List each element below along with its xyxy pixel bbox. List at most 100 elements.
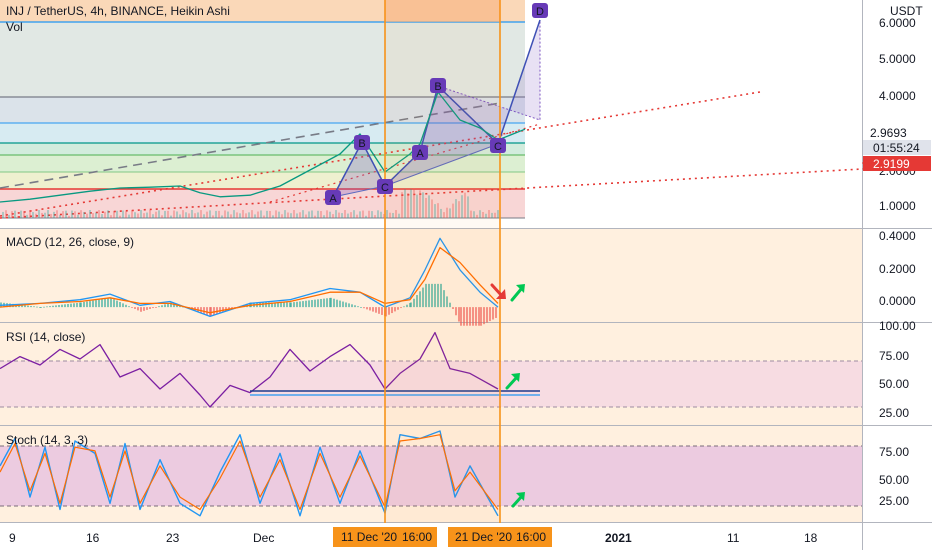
macd-hist-bar [164, 304, 166, 308]
macd-hist-bar [265, 302, 267, 308]
macd-tick: 0.4000 [879, 229, 916, 243]
macd-hist-bar [122, 303, 124, 308]
volume-bar [95, 212, 97, 218]
volume-bar [329, 211, 331, 218]
volume-bar [59, 215, 61, 218]
price-series[interactable] [0, 91, 526, 203]
macd-hist-bar [210, 307, 212, 317]
macd-hist-bar [40, 307, 42, 308]
volume-bar [464, 192, 466, 218]
stoch-title[interactable]: Stoch (14, 3, 3) [6, 433, 88, 447]
pattern-label-a[interactable]: A [325, 190, 341, 205]
rsi-title[interactable]: RSI (14, close) [6, 330, 85, 344]
price-axis[interactable]: USDT 6.0000 5.0000 4.0000 2.0000 1.0000 … [862, 4, 931, 213]
time-axis[interactable]: 9 16 23 Dec 2021 11 18 11 Dec '20 16:00 … [0, 523, 862, 550]
volume-bar [332, 214, 334, 218]
volume-bar [281, 214, 283, 218]
volume-bar [62, 211, 64, 218]
volume-bar [371, 211, 373, 218]
macd-hist-bar [466, 307, 468, 326]
price-line[interactable] [0, 91, 526, 203]
trendline-red-dotted[interactable] [0, 91, 761, 217]
macd-hist-bar [302, 301, 304, 308]
time-highlight-label-1[interactable] [333, 527, 437, 547]
volume-bar [2, 211, 4, 218]
macd-hist-bar [480, 307, 482, 326]
macd-hist-bar [293, 302, 295, 308]
macd-axis[interactable]: 0.4000 0.2000 0.0000 [879, 229, 916, 308]
trendline-red-dotted[interactable] [269, 123, 541, 203]
pattern-label-text: B [358, 138, 365, 150]
macd-hist-bar [286, 302, 288, 308]
pattern-label-d[interactable]: D [532, 3, 548, 18]
macd-hist-bar [403, 306, 405, 308]
macd-hist-bar [363, 307, 365, 309]
stoch-tick: 25.00 [879, 494, 909, 508]
volume-bar [20, 210, 22, 218]
macd-line[interactable] [0, 237, 499, 318]
macd-hist-bar [354, 305, 356, 308]
rsi-line[interactable] [0, 331, 499, 408]
rsi-series[interactable] [0, 331, 499, 408]
volume-bar [401, 192, 403, 218]
macd-hist-bar [458, 307, 460, 322]
volume-bar [152, 214, 154, 218]
volume-bar [422, 192, 424, 218]
time-highlight-time: 16:00 [516, 530, 546, 544]
pattern-label-b[interactable]: B [430, 78, 446, 93]
stoch-axis[interactable]: 75.00 50.00 25.00 [879, 445, 909, 508]
volume-bar [470, 210, 472, 218]
volume-bar [386, 210, 388, 218]
volume-title[interactable]: Vol [6, 20, 23, 34]
macd-signal-line[interactable] [0, 246, 499, 314]
arrow-icon-green-up[interactable] [505, 373, 520, 390]
volume-bar [11, 211, 13, 218]
stoch-d-line[interactable] [0, 434, 499, 511]
rsi-axis[interactable]: 100.00 75.00 50.00 25.00 [879, 319, 916, 420]
macd-hist-bar [277, 302, 279, 308]
macd-hist-bar [381, 307, 383, 315]
time-tick: Dec [253, 531, 274, 545]
rsi-tick: 25.00 [879, 406, 909, 420]
volume-bar [77, 214, 79, 218]
pattern-label-c[interactable]: C [377, 179, 393, 194]
pattern-point-labels[interactable]: A B C A B C D [325, 3, 548, 205]
volume-bar [299, 212, 301, 218]
pattern-label-a[interactable]: A [412, 145, 428, 160]
macd-title[interactable]: MACD (12, 26, close, 9) [6, 235, 134, 249]
price-pane[interactable] [0, 0, 862, 228]
arrow-icon-green-up[interactable] [511, 492, 525, 508]
volume-bar [170, 215, 172, 218]
volume-bar [68, 215, 70, 218]
arrow-icon-green-up[interactable] [510, 284, 525, 302]
macd-hist-bar [320, 298, 322, 308]
macd-hist-bar [369, 307, 371, 311]
arrow-icon-red-down[interactable] [490, 283, 506, 299]
pattern-label-b[interactable]: B [354, 135, 370, 150]
macd-hist-bar [492, 307, 494, 320]
macd-hist-bar [268, 302, 270, 308]
volume-bar [449, 208, 451, 218]
pattern-label-c[interactable]: C [490, 138, 506, 153]
macd-hist-bar [472, 307, 474, 326]
symbol-title[interactable]: INJ / TetherUS, 4h, BINANCE, Heikin Ashi [6, 4, 230, 18]
macd-series[interactable] [0, 237, 499, 318]
stoch-series[interactable] [0, 430, 499, 517]
trendline-grey-dashed[interactable] [0, 102, 501, 189]
macd-hist-bar [397, 307, 399, 310]
volume-bar [473, 211, 475, 218]
macd-hist-bar [104, 298, 106, 308]
macd-hist-bar [308, 300, 310, 308]
rsi-tick: 75.00 [879, 349, 909, 363]
macd-hist-bar [419, 291, 421, 308]
time-highlight-label-2[interactable] [448, 527, 552, 547]
volume-bar [161, 215, 163, 218]
volume-bar [317, 210, 319, 218]
macd-hist-bar [440, 283, 442, 308]
volume-bar [275, 210, 277, 218]
macd-hist-bar [167, 303, 169, 308]
volume-bar [452, 203, 454, 218]
volume-bar [203, 214, 205, 218]
